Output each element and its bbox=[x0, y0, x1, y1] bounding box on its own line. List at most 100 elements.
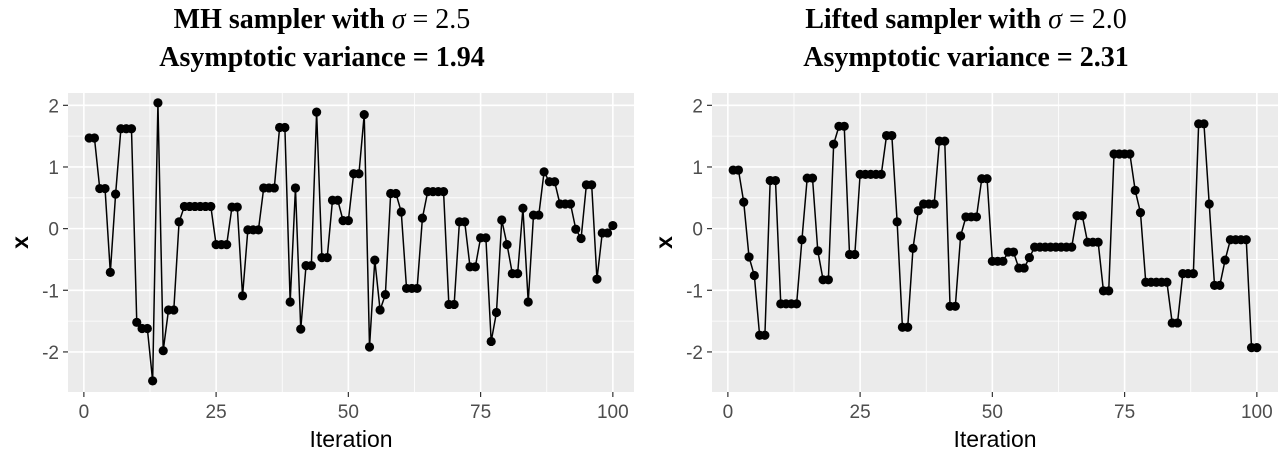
data-point bbox=[158, 346, 168, 356]
title-sigma-value: = 2.0 bbox=[1061, 4, 1127, 35]
data-point bbox=[523, 297, 533, 307]
data-point bbox=[169, 305, 179, 315]
y-tick-label: -1 bbox=[686, 281, 703, 302]
data-point bbox=[1077, 211, 1087, 221]
data-point bbox=[571, 224, 581, 234]
data-point bbox=[739, 197, 749, 207]
data-point bbox=[608, 220, 618, 231]
data-point bbox=[550, 177, 560, 187]
x-tick-label: 25 bbox=[850, 402, 871, 423]
data-point bbox=[253, 225, 264, 235]
title-sigma-symbol: σ bbox=[391, 4, 406, 35]
data-point bbox=[576, 233, 586, 244]
chart-title-line1: MH sampler with σ = 2.5 bbox=[0, 4, 644, 36]
line-chart-mh-sampler: 0 25 50 75 100 -2 -1 0 1 2 Iteration x bbox=[7, 93, 634, 452]
data-point bbox=[359, 109, 369, 120]
data-point bbox=[460, 217, 470, 227]
data-point bbox=[887, 130, 897, 141]
data-point bbox=[497, 215, 507, 225]
data-point bbox=[1215, 280, 1225, 290]
data-point bbox=[206, 201, 216, 212]
y-tick-label: 2 bbox=[692, 96, 703, 117]
data-point bbox=[513, 269, 523, 279]
data-point bbox=[481, 233, 491, 243]
y-tick-label: 2 bbox=[48, 96, 59, 117]
data-point bbox=[813, 246, 823, 256]
data-point bbox=[470, 262, 480, 272]
data-point bbox=[760, 330, 770, 340]
data-point bbox=[153, 98, 163, 108]
chart-panel-left: MH sampler with σ = 2.5 Asymptotic varia… bbox=[0, 4, 644, 452]
data-point bbox=[285, 297, 295, 307]
chart-title-line2: Asymptotic variance = 1.94 bbox=[159, 42, 485, 73]
data-point bbox=[940, 136, 950, 146]
data-point bbox=[142, 323, 152, 334]
data-point bbox=[587, 180, 597, 190]
data-point bbox=[797, 235, 807, 245]
data-point bbox=[232, 202, 242, 212]
data-point bbox=[412, 283, 422, 294]
x-tick-label: 0 bbox=[79, 402, 90, 423]
x-tick-label: 75 bbox=[470, 402, 491, 423]
data-point bbox=[1008, 247, 1019, 257]
y-tick-label: -2 bbox=[686, 343, 703, 364]
data-point bbox=[807, 173, 818, 183]
data-point bbox=[1172, 318, 1183, 328]
data-point bbox=[1199, 119, 1209, 129]
data-point bbox=[929, 199, 939, 209]
x-axis-title: Iteration bbox=[309, 426, 392, 452]
data-point bbox=[733, 165, 744, 175]
data-point bbox=[971, 212, 982, 222]
data-point bbox=[744, 252, 754, 262]
data-point bbox=[602, 228, 613, 238]
data-point bbox=[148, 376, 158, 386]
data-point bbox=[222, 240, 232, 250]
data-point bbox=[306, 261, 316, 271]
data-point bbox=[518, 203, 528, 213]
data-point bbox=[237, 291, 248, 301]
x-tick-label: 25 bbox=[206, 402, 227, 423]
data-point bbox=[380, 289, 390, 300]
data-point bbox=[502, 240, 512, 250]
x-tick-label: 50 bbox=[338, 402, 359, 423]
data-point bbox=[1104, 286, 1114, 296]
data-point bbox=[1130, 185, 1140, 196]
y-tick-label: 0 bbox=[48, 220, 59, 241]
data-point bbox=[100, 183, 110, 194]
data-point bbox=[1162, 277, 1172, 287]
chart-title-line1: Lifted sampler with σ = 2.0 bbox=[644, 4, 1288, 36]
y-tick-label: 0 bbox=[692, 220, 703, 241]
data-point bbox=[105, 267, 115, 277]
data-point bbox=[491, 307, 502, 318]
data-point bbox=[343, 216, 353, 226]
data-point bbox=[908, 243, 918, 253]
x-tick-label: 75 bbox=[1114, 402, 1135, 423]
data-point bbox=[903, 322, 913, 332]
data-point bbox=[913, 206, 923, 216]
data-point bbox=[312, 107, 322, 117]
plot-background bbox=[712, 93, 1278, 392]
x-tick-label: 100 bbox=[597, 402, 629, 423]
data-point bbox=[364, 342, 375, 352]
y-tick-label: 1 bbox=[48, 158, 59, 179]
data-point bbox=[486, 336, 496, 347]
data-point bbox=[333, 195, 343, 205]
data-point bbox=[438, 187, 449, 197]
data-point bbox=[1188, 269, 1198, 279]
data-point bbox=[1019, 263, 1029, 273]
y-tick-label: -2 bbox=[42, 343, 59, 364]
data-point bbox=[770, 175, 781, 186]
data-point bbox=[1135, 208, 1146, 218]
data-point bbox=[132, 317, 142, 327]
data-point bbox=[322, 253, 332, 263]
data-point bbox=[592, 274, 602, 284]
title-prefix: Lifted sampler with bbox=[805, 4, 1049, 35]
data-point bbox=[829, 139, 839, 149]
data-point bbox=[1024, 253, 1034, 263]
data-point bbox=[950, 301, 960, 311]
series-line bbox=[89, 102, 614, 381]
title-sigma-symbol: σ bbox=[1048, 4, 1062, 35]
data-point bbox=[749, 270, 759, 281]
data-point bbox=[296, 324, 306, 334]
y-tick-label: -1 bbox=[42, 281, 59, 302]
